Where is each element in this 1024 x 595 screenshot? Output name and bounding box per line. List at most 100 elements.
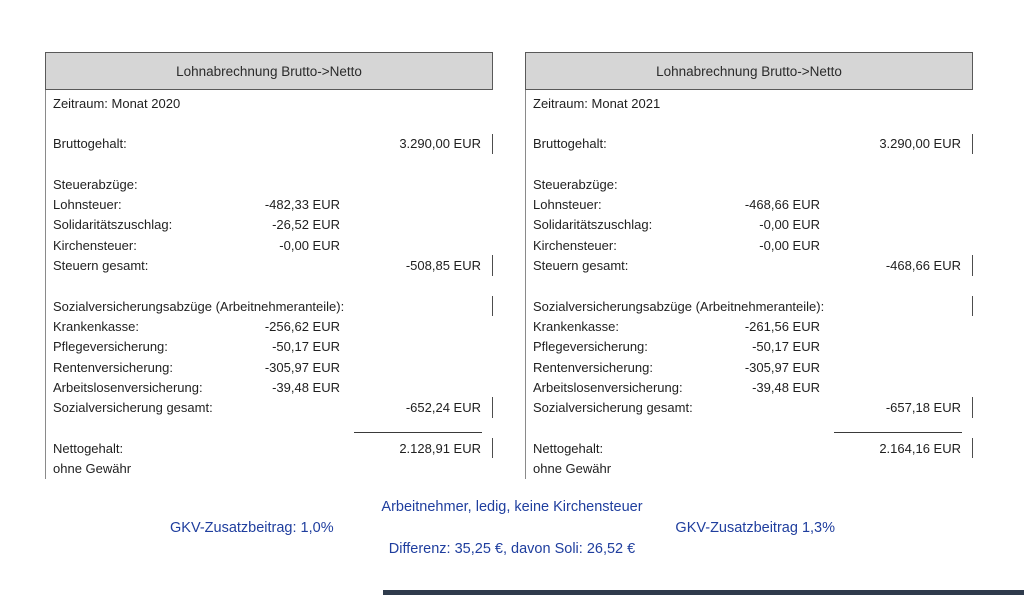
statement-row: Sozialversicherungsabzüge (Arbeitnehmera… [46, 295, 493, 317]
statement-row: Lohnsteuer: -482,33 EUR [46, 194, 493, 214]
statement-row: Rentenversicherung: -305,97 EUR [46, 357, 493, 377]
row-label: Kirchensteuer: [53, 237, 137, 253]
statement-row: ohne Gewähr [526, 458, 973, 478]
statement-row: Zeitraum: Monat 2021 [526, 93, 973, 113]
row-label: Solidaritätszuschlag: [53, 217, 173, 233]
row-deduction-value: -482,33 EUR [264, 197, 340, 213]
row-deduction-value: -0,00 EUR [279, 237, 340, 253]
row-deduction-value: -26,52 EUR [272, 217, 340, 233]
row-label: Solidaritätszuschlag: [533, 217, 653, 233]
row-deduction-value: -305,97 EUR [744, 359, 820, 375]
statement-row: Sozialversicherung gesamt: -657,18 EUR [526, 397, 973, 418]
spacer-row [526, 154, 973, 174]
note-gkv-2021: GKV-Zusatzbeitrag 1,3% [675, 520, 835, 536]
statement-row: Nettogehalt: 2.128,91 EUR [46, 438, 493, 459]
row-deduction-value: -0,00 EUR [759, 217, 820, 233]
row-label: Lohnsteuer: [533, 197, 602, 213]
row-deduction-value: -256,62 EUR [264, 318, 340, 334]
statement-row: Kirchensteuer: -0,00 EUR [46, 235, 493, 255]
row-label: Steuerabzüge: [533, 176, 618, 192]
row-total-value: -508,85 EUR [405, 258, 481, 274]
row-deduction-value: -305,97 EUR [264, 359, 340, 375]
spacer-row [526, 276, 973, 296]
statement-row: Krankenkasse: -256,62 EUR [46, 316, 493, 336]
note-gkv-row: GKV-Zusatzbeitrag: 1,0% GKV-Zusatzbeitra… [0, 518, 1024, 539]
row-deduction-value: -39,48 EUR [272, 379, 340, 395]
row-label: Sozialversicherung gesamt: [53, 400, 213, 416]
statement-row: Steuern gesamt: -468,66 EUR [526, 255, 973, 276]
row-label: Rentenversicherung: [533, 359, 653, 375]
row-total-value: -657,18 EUR [885, 400, 961, 416]
row-deduction-value: -50,17 EUR [752, 339, 820, 355]
row-deduction-value: -39,48 EUR [752, 379, 820, 395]
row-label: Sozialversicherung gesamt: [533, 400, 693, 416]
row-total-value: -652,24 EUR [405, 400, 481, 416]
sum-rule-row [46, 418, 493, 438]
statement-row: Pflegeversicherung: -50,17 EUR [46, 337, 493, 357]
row-total-value: 2.128,91 EUR [399, 440, 481, 456]
sum-rule-row [526, 418, 973, 438]
row-label: Zeitraum: Monat 2021 [533, 95, 661, 111]
row-label: Sozialversicherungsabzüge (Arbeitnehmera… [533, 298, 825, 314]
notes: Arbeitnehmer, ledig, keine Kirchensteuer… [0, 497, 1024, 560]
statement-row: Krankenkasse: -261,56 EUR [526, 316, 973, 336]
statement-row: Kirchensteuer: -0,00 EUR [526, 235, 973, 255]
row-label: Krankenkasse: [533, 318, 619, 334]
row-label: Krankenkasse: [53, 318, 139, 334]
panel-body-2020: Zeitraum: Monat 2020 Bruttogehalt: 3.290,0… [45, 90, 493, 479]
panel-title: Lohnabrechnung Brutto->Netto [45, 52, 493, 90]
row-label: Arbeitslosenversicherung: [53, 379, 203, 395]
row-label: Steuern gesamt: [533, 258, 629, 274]
statement-row: Steuern gesamt: -508,85 EUR [46, 255, 493, 276]
statement-row: Sozialversicherung gesamt: -652,24 EUR [46, 397, 493, 418]
statement-row: Lohnsteuer: -468,66 EUR [526, 194, 973, 214]
statement-row: Nettogehalt: 2.164,16 EUR [526, 438, 973, 459]
spacer-row [46, 276, 493, 296]
payroll-panel-2020: Lohnabrechnung Brutto->Netto Zeitraum: M… [45, 52, 493, 479]
statement-row: Bruttogehalt: 3.290,00 EUR [526, 133, 973, 154]
statement-row: Solidaritätszuschlag: -0,00 EUR [526, 215, 973, 235]
row-total-value [820, 432, 962, 434]
panel-body-2021: Zeitraum: Monat 2021 Bruttogehalt: 3.290,0… [525, 90, 973, 479]
row-total-value [340, 432, 482, 434]
row-label: Pflegeversicherung: [533, 339, 648, 355]
statement-row: Solidaritätszuschlag: -26,52 EUR [46, 215, 493, 235]
statement-row: Bruttogehalt: 3.290,00 EUR [46, 133, 493, 154]
bottom-bar [383, 590, 1024, 595]
note-employee-status: Arbeitnehmer, ledig, keine Kirchensteuer [381, 499, 643, 515]
panel-title: Lohnabrechnung Brutto->Netto [525, 52, 973, 90]
note-gkv-2020: GKV-Zusatzbeitrag: 1,0% [170, 520, 334, 536]
statement-row: Arbeitslosenversicherung: -39,48 EUR [46, 377, 493, 397]
statement-row: Pflegeversicherung: -50,17 EUR [526, 337, 973, 357]
row-label: Bruttogehalt: [53, 136, 127, 152]
statement-row: ohne Gewähr [46, 458, 493, 478]
payroll-panel-2021: Lohnabrechnung Brutto->Netto Zeitraum: M… [525, 52, 973, 479]
row-deduction-value: -261,56 EUR [744, 318, 820, 334]
row-label: Arbeitslosenversicherung: [533, 379, 683, 395]
row-label: Sozialversicherungsabzüge (Arbeitnehmera… [53, 298, 345, 314]
row-label: Zeitraum: Monat 2020 [53, 95, 181, 111]
row-label: Nettogehalt: [53, 440, 124, 456]
row-total-value: 3.290,00 EUR [879, 136, 961, 152]
row-label: Bruttogehalt: [533, 136, 607, 152]
statement-row: Steuerabzüge: [46, 174, 493, 194]
statement-row: Zeitraum: Monat 2020 [46, 93, 493, 113]
statement-row: Arbeitslosenversicherung: -39,48 EUR [526, 377, 973, 397]
row-label: ohne Gewähr [53, 460, 132, 476]
row-label: Lohnsteuer: [53, 197, 122, 213]
sum-line [354, 432, 482, 434]
row-label: Pflegeversicherung: [53, 339, 168, 355]
spacer-row [526, 113, 973, 133]
row-deduction-value: -0,00 EUR [759, 237, 820, 253]
statement-row: Rentenversicherung: -305,97 EUR [526, 357, 973, 377]
row-label: ohne Gewähr [533, 460, 612, 476]
sum-line [834, 432, 962, 434]
row-total-value: 2.164,16 EUR [879, 440, 961, 456]
row-total-value: 3.290,00 EUR [399, 136, 481, 152]
statement-row: Steuerabzüge: [526, 174, 973, 194]
row-total-value: -468,66 EUR [885, 258, 961, 274]
note-difference: Differenz: 35,25 €, davon Soli: 26,52 € [388, 541, 636, 557]
row-label: Kirchensteuer: [533, 237, 617, 253]
row-label: Steuerabzüge: [53, 176, 138, 192]
